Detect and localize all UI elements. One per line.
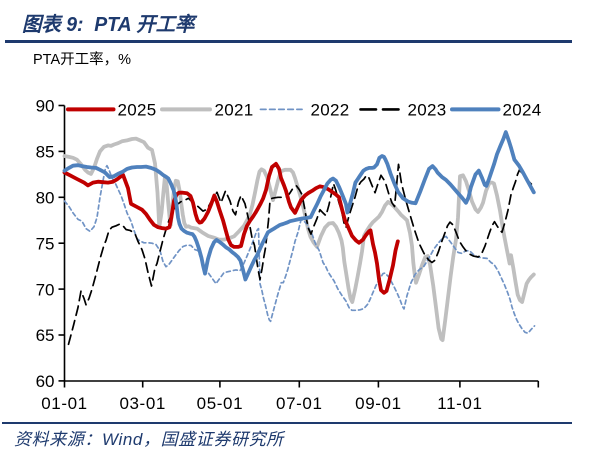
svg-text:2024: 2024 (503, 101, 542, 120)
svg-text:05-01: 05-01 (197, 394, 243, 413)
svg-text:2022: 2022 (311, 101, 350, 120)
svg-text:2023: 2023 (408, 101, 447, 120)
svg-text:70: 70 (36, 280, 55, 299)
svg-text:11-01: 11-01 (437, 394, 482, 413)
svg-text:01-01: 01-01 (41, 394, 87, 413)
svg-text:2025: 2025 (118, 101, 157, 120)
svg-text:90: 90 (36, 97, 55, 116)
svg-text:09-01: 09-01 (355, 394, 401, 413)
svg-text:75: 75 (36, 234, 55, 253)
svg-text:60: 60 (36, 372, 55, 391)
svg-text:85: 85 (36, 143, 55, 162)
svg-text:07-01: 07-01 (276, 394, 322, 413)
svg-text:65: 65 (36, 326, 55, 345)
svg-text:2021: 2021 (215, 101, 254, 120)
svg-text:03-01: 03-01 (119, 394, 165, 413)
svg-text:80: 80 (36, 189, 55, 208)
